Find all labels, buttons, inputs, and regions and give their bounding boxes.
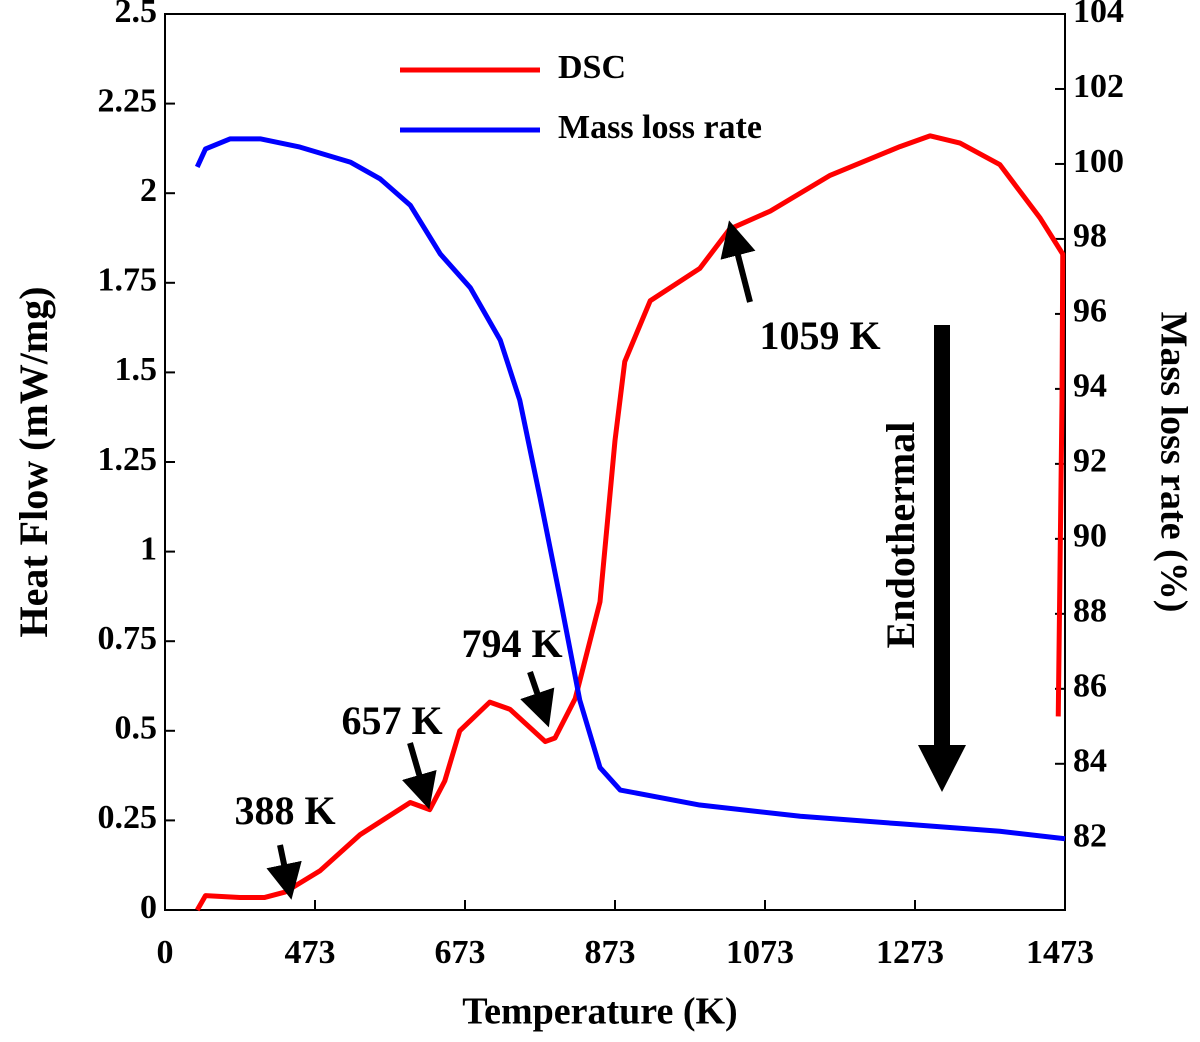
annotation: 794 K [461,621,562,666]
y2-axis-label: Mass loss rate (%) [1152,312,1194,613]
y-axis-label: Heat Flow (mW/mg) [11,286,56,637]
annotation: 1059 K [759,313,880,358]
y-tick-label: 0.75 [98,620,158,657]
x-tick-label: 1073 [726,934,794,971]
y-tick-label: 2 [140,172,157,209]
data-line [194,136,1066,842]
y-tick-label: 0.5 [115,710,158,747]
x-tick-label: 473 [285,934,336,971]
y-tick-label: 1.75 [98,262,158,299]
x-tick-label: 673 [435,934,486,971]
y2-tick-label: 84 [1073,743,1107,780]
y-tick-label: 0.25 [98,799,158,836]
y2-tick-label: 88 [1073,593,1107,630]
annotation: 657 K [341,698,442,743]
y-tick-label: 0 [140,889,157,926]
annotation-arrow [402,742,437,810]
x-axis-label: Temperature (K) [462,991,737,1033]
data-line [195,133,1066,912]
y2-tick-label: 94 [1073,368,1107,405]
annotation-arrow [720,220,756,303]
endothermal-arrow-shaft [934,325,950,745]
annotation-arrow [266,844,302,900]
y-tick-label: 1.25 [98,441,158,478]
annotation-arrow [520,671,555,728]
y2-tick-label: 82 [1073,818,1107,855]
y-tick-label: 1 [140,530,157,567]
y2-tick-label: 96 [1073,293,1107,330]
x-tick-label: 1473 [1026,934,1094,971]
x-tick-label: 1273 [876,934,944,971]
y2-tick-label: 90 [1073,518,1107,555]
annotation: 388 K [234,788,335,833]
x-tick-label: 873 [585,934,636,971]
legend-label: DSC [558,49,626,86]
y2-tick-label: 86 [1073,668,1107,705]
y2-tick-label: 98 [1073,218,1107,255]
y2-tick-label: 104 [1073,0,1124,30]
y2-tick-label: 92 [1073,443,1107,480]
y-tick-label: 2.25 [98,82,158,119]
x-tick-label: 0 [157,934,174,971]
annotation: Endothermal [878,422,923,649]
y-tick-label: 2.5 [115,0,158,30]
legend-label: Mass loss rate [558,109,762,146]
endothermal-arrow-head [918,745,966,792]
y2-tick-label: 102 [1073,68,1124,105]
y-tick-label: 1.5 [115,351,158,388]
y2-tick-label: 100 [1073,143,1124,180]
